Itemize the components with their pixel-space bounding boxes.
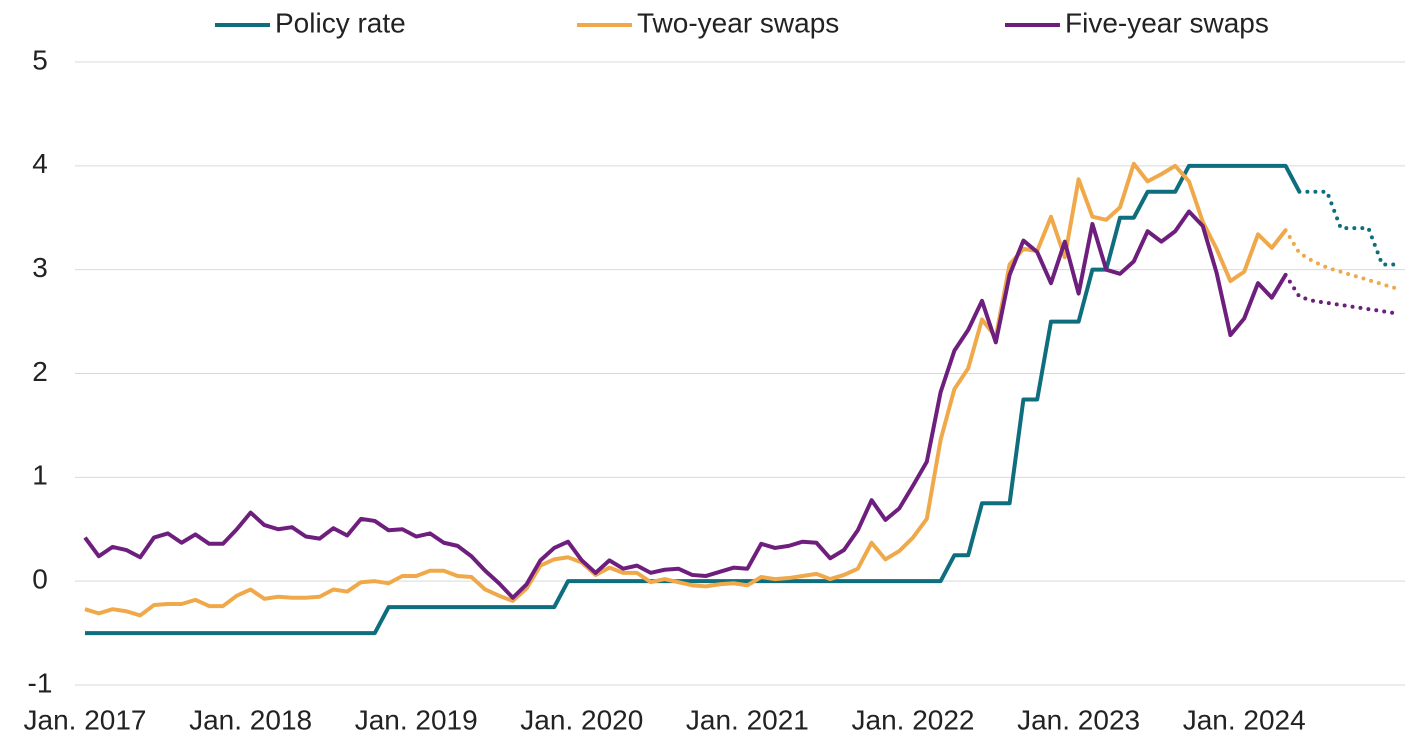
series-line	[85, 163, 1302, 636]
forecast-line	[1283, 272, 1398, 316]
forecast-line	[1283, 228, 1398, 291]
series-line	[83, 209, 1288, 600]
x-tick-label: Jan. 2020	[520, 704, 643, 735]
x-tick-label: Jan. 2018	[189, 704, 312, 735]
y-tick-label: 5	[32, 44, 48, 75]
x-tick-label: Jan. 2023	[1017, 704, 1140, 735]
x-tick-label: Jan. 2024	[1183, 704, 1306, 735]
x-tick-label: Jan. 2021	[686, 704, 809, 735]
legend-label: Five-year swaps	[1065, 7, 1269, 38]
y-tick-label: 4	[32, 148, 48, 179]
y-tick-label: 0	[32, 564, 48, 595]
y-tick-label: 1	[32, 460, 48, 491]
y-tick-label: -1	[28, 667, 53, 698]
y-tick-label: 3	[32, 252, 48, 283]
x-tick-label: Jan. 2019	[355, 704, 478, 735]
legend-label: Policy rate	[275, 7, 406, 38]
x-tick-label: Jan. 2017	[24, 704, 147, 735]
series-line	[84, 161, 1288, 618]
y-tick-label: 2	[32, 356, 48, 387]
x-tick-label: Jan. 2022	[852, 704, 975, 735]
legend-label: Two-year swaps	[637, 7, 839, 38]
forecast-line	[1297, 189, 1398, 267]
